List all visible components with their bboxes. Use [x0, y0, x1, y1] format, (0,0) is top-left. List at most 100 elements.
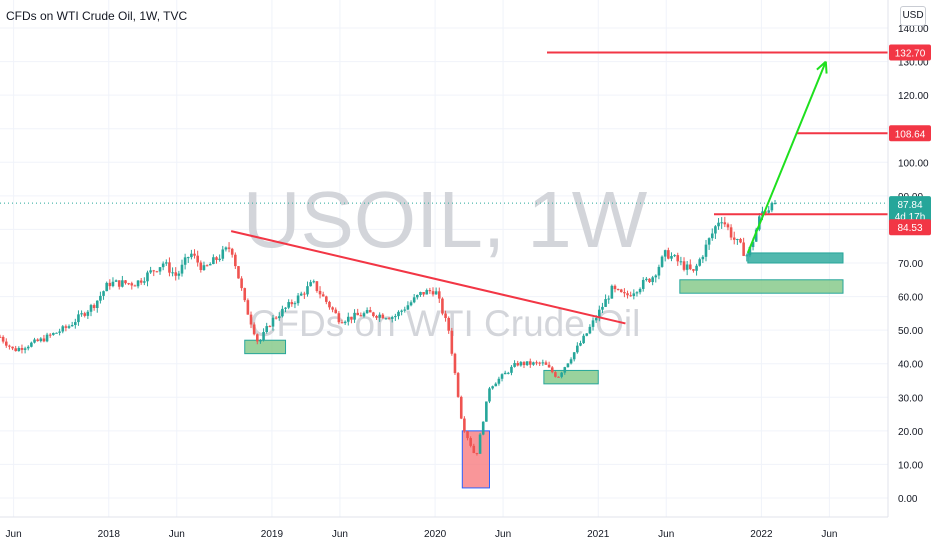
candle-body: [566, 363, 570, 368]
candle-body: [629, 295, 632, 297]
candle-body: [158, 267, 162, 272]
candle-body: [428, 290, 432, 292]
candle-body: [491, 386, 494, 389]
candle-body: [604, 299, 607, 307]
candle-body: [139, 280, 143, 283]
candle-body: [315, 281, 319, 291]
candle-body: [660, 256, 664, 267]
candle-body: [296, 295, 300, 304]
projection-arrow-head: [824, 61, 828, 74]
candle-body: [497, 378, 501, 384]
candle-body: [679, 261, 683, 263]
candle-body: [177, 273, 181, 276]
candle-body: [281, 308, 284, 317]
candle-body: [378, 314, 381, 318]
candle-body: [532, 362, 535, 365]
candle-body: [591, 320, 595, 327]
resistance-trend-line: [230, 230, 626, 325]
candle-body: [582, 335, 585, 344]
current-price-tag-text: 4d 17h: [895, 212, 926, 223]
support-zone: [244, 339, 287, 355]
level-tag-84-53-box: [889, 219, 931, 236]
candle-body: [77, 314, 80, 323]
candle-body: [657, 266, 661, 276]
candle-body: [1, 336, 5, 342]
candle-body: [143, 281, 146, 283]
candle-body: [243, 288, 247, 301]
candle-body: [146, 272, 149, 282]
candle-body: [488, 388, 491, 402]
candle-body: [4, 341, 8, 346]
candle-body: [111, 281, 115, 287]
crash-zone: [461, 430, 490, 489]
candle-body: [70, 325, 74, 327]
candle-body: [441, 298, 444, 314]
candle-body: [569, 359, 573, 364]
candle-body: [321, 294, 325, 297]
candle-body: [751, 241, 755, 248]
candle-body: [554, 372, 557, 377]
candle-body: [290, 302, 294, 305]
candle-body: [770, 203, 774, 211]
candle-body: [654, 275, 658, 278]
candle-body: [67, 326, 71, 328]
candle-body: [645, 278, 648, 280]
candle-body: [318, 290, 322, 295]
candle-body: [456, 373, 460, 397]
candle-body: [698, 259, 702, 266]
candle-body: [199, 262, 203, 271]
candle-body: [732, 237, 736, 240]
candle-body: [259, 340, 262, 342]
candle-body: [613, 285, 617, 290]
candle-body: [663, 250, 667, 257]
candle-body: [331, 307, 334, 310]
candle-body: [372, 312, 375, 317]
candle-body: [720, 222, 723, 224]
support-zone: [679, 279, 844, 294]
candle-body: [17, 347, 21, 352]
x-tick-label: Jun: [658, 529, 674, 540]
candle-body: [11, 346, 14, 349]
candle-body: [334, 309, 338, 314]
candle-body: [635, 292, 639, 294]
currency-selector[interactable]: USD: [900, 6, 926, 26]
candle-body: [262, 332, 265, 341]
candle-body: [133, 285, 137, 287]
candle-body: [343, 321, 347, 324]
candle-body: [557, 376, 560, 378]
candle-body: [519, 362, 523, 366]
candle-body: [121, 280, 124, 287]
candle-body: [114, 280, 118, 282]
candle-body: [673, 255, 676, 257]
candle-body: [626, 293, 629, 296]
x-tick-label: Jun: [169, 529, 185, 540]
candle-body: [387, 318, 391, 320]
candle-body: [183, 257, 187, 265]
candle-body: [255, 334, 259, 342]
y-tick-label: 30.00: [898, 393, 923, 404]
candle-body: [230, 248, 234, 255]
candle-body: [397, 311, 400, 317]
candle-body: [284, 307, 287, 309]
candle-body: [503, 372, 507, 375]
candle-body: [55, 332, 58, 334]
candle-body: [234, 254, 237, 267]
candle-body: [403, 309, 407, 311]
x-tick-label: 2020: [424, 529, 447, 540]
candle-body: [416, 294, 419, 298]
candle-body: [340, 322, 344, 324]
x-tick-label: Jun: [332, 529, 348, 540]
candle-body: [745, 255, 749, 257]
candle-body: [221, 249, 225, 259]
candle-body: [692, 269, 695, 271]
candle-body: [610, 285, 614, 299]
candle-body: [742, 242, 745, 256]
candle-body: [328, 301, 331, 308]
candle-body: [695, 265, 698, 271]
candle-body: [585, 333, 589, 336]
y-tick-label: 100.00: [898, 158, 929, 169]
candle-body: [525, 361, 529, 366]
y-tick-label: 40.00: [898, 360, 923, 371]
projection-arrow-head: [816, 60, 827, 71]
